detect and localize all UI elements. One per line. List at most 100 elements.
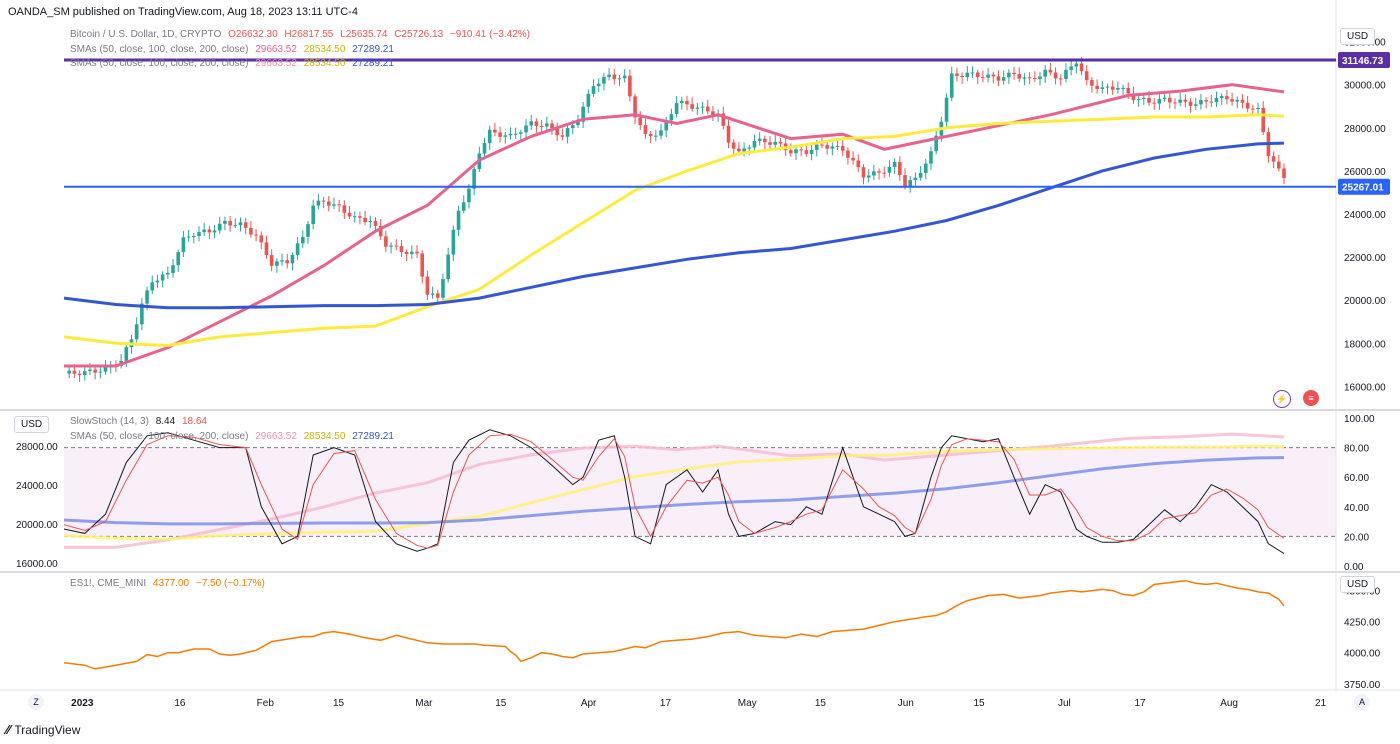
auto-scale-button[interactable]: A: [1354, 694, 1370, 710]
candle-body: [384, 236, 388, 247]
candle-body: [872, 171, 876, 176]
candle-body: [607, 74, 611, 77]
candle-body: [124, 347, 129, 361]
candle-body: [866, 175, 871, 178]
candle-body: [306, 224, 310, 237]
candle-body: [581, 106, 585, 122]
sma-line-0: [64, 83, 1285, 368]
candle-body: [731, 142, 736, 149]
candle-body: [212, 230, 217, 233]
candle-body: [295, 243, 300, 255]
resistance-price-tag: [1338, 51, 1390, 68]
sma100-value-2: 28534.50: [303, 58, 346, 69]
candle-body: [877, 171, 881, 173]
candle-body: [788, 150, 793, 154]
candle-body: [674, 103, 679, 115]
currency-button-es[interactable]: USD: [1340, 576, 1376, 593]
candle-body: [1116, 88, 1120, 90]
stoch-ytick-label: 20.00: [1344, 532, 1369, 543]
es-change: −7.50 (−0.17%): [195, 578, 265, 589]
candle-body: [814, 144, 819, 150]
time-tick-label: Apr: [581, 698, 597, 709]
main-ytick-label: 20000.00: [1344, 296, 1386, 307]
candle-body: [773, 141, 778, 145]
candle-body: [1136, 98, 1141, 101]
candle-body: [487, 129, 492, 144]
main-ytick-label: 28000.00: [1344, 124, 1386, 135]
candle-body: [1282, 168, 1286, 179]
candle-body: [1095, 85, 1099, 89]
stoch-legend: SlowStoch (14, 3) 8.44 18.64: [70, 416, 211, 427]
tradingview-logo[interactable]: ⁄⁄ TradingView: [6, 722, 80, 737]
sma-legend: SMAs (50, close, 100, close, 200, close)…: [70, 44, 398, 55]
candle-body: [1188, 101, 1193, 106]
candle-body: [342, 205, 347, 213]
candle-body: [435, 293, 440, 298]
candle-body: [467, 188, 471, 203]
candle-body: [482, 143, 487, 154]
candle-body: [934, 135, 938, 152]
candle-body: [389, 245, 393, 247]
stoch-legend-label: SlowStoch (14, 3): [70, 416, 149, 427]
candle-body: [202, 229, 206, 233]
candle-body: [93, 369, 97, 373]
candle-body: [560, 135, 565, 137]
stoch-left-ytick-label: 28000.00: [16, 442, 58, 453]
us-flag-icon[interactable]: ≡: [1303, 390, 1319, 406]
candle-body: [223, 220, 227, 224]
candle-body: [1152, 102, 1157, 104]
support-price-tag: [1338, 178, 1390, 195]
candle-body: [72, 370, 77, 374]
candle-body: [451, 229, 456, 255]
lightning-icon[interactable]: ⚡: [1273, 390, 1291, 408]
sma100-value: 28534.50: [303, 44, 346, 55]
time-tick-label: Jul: [1058, 698, 1071, 709]
candle-body: [768, 142, 772, 145]
sma200-value: 27289.21: [352, 44, 394, 55]
candle-body: [88, 369, 92, 372]
candle-body: [1240, 99, 1245, 103]
candle-body: [861, 167, 866, 178]
candle-body: [519, 132, 523, 134]
candle-body: [1225, 96, 1229, 100]
zoom-button[interactable]: Z: [28, 694, 44, 710]
candle-body: [565, 128, 570, 137]
time-tick-label: 17: [660, 698, 672, 709]
main-ytick-label: 30000.00: [1344, 81, 1386, 92]
sma-legend-label: SMAs (50, close, 100, close, 200, close): [70, 44, 249, 55]
candle-body: [358, 216, 362, 218]
candle-body: [918, 172, 923, 178]
candle-body: [233, 225, 238, 227]
candle-body: [1199, 100, 1203, 105]
candle-body: [373, 221, 378, 226]
candle-body: [913, 177, 918, 181]
sma-line-2: [63, 141, 1285, 310]
candle-body: [638, 117, 643, 126]
legend-change: −910.41 (−3.42%): [449, 29, 530, 40]
stoch-ytick-label: 0.00: [1344, 562, 1364, 573]
candle-body: [321, 200, 326, 202]
candle-body: [249, 227, 253, 235]
candle-body: [1183, 99, 1188, 102]
candle-body: [1027, 77, 1032, 79]
candle-body: [425, 276, 430, 295]
candle-body: [1178, 99, 1182, 103]
stoch-sma50-value: 29663.52: [255, 431, 297, 442]
candle-body: [1235, 99, 1240, 102]
candle-body: [150, 282, 155, 291]
candle-body: [747, 147, 752, 149]
es-legend-label: ES1!, CME_MINI: [70, 578, 147, 589]
currency-button-stoch[interactable]: USD: [14, 416, 50, 433]
candle-body: [238, 222, 243, 226]
candle-body: [949, 73, 954, 98]
candle-body: [908, 180, 913, 187]
candle-body: [311, 205, 316, 225]
candle-body: [778, 141, 783, 144]
candle-body: [207, 229, 212, 233]
stoch-ytick-label: 100.00: [1344, 414, 1375, 425]
sma-legend-2: SMAs (50, close, 100, close, 200, close)…: [70, 58, 398, 69]
candle-body: [1038, 76, 1042, 79]
candle-body: [269, 255, 274, 266]
currency-button-main[interactable]: USD: [1340, 28, 1376, 45]
